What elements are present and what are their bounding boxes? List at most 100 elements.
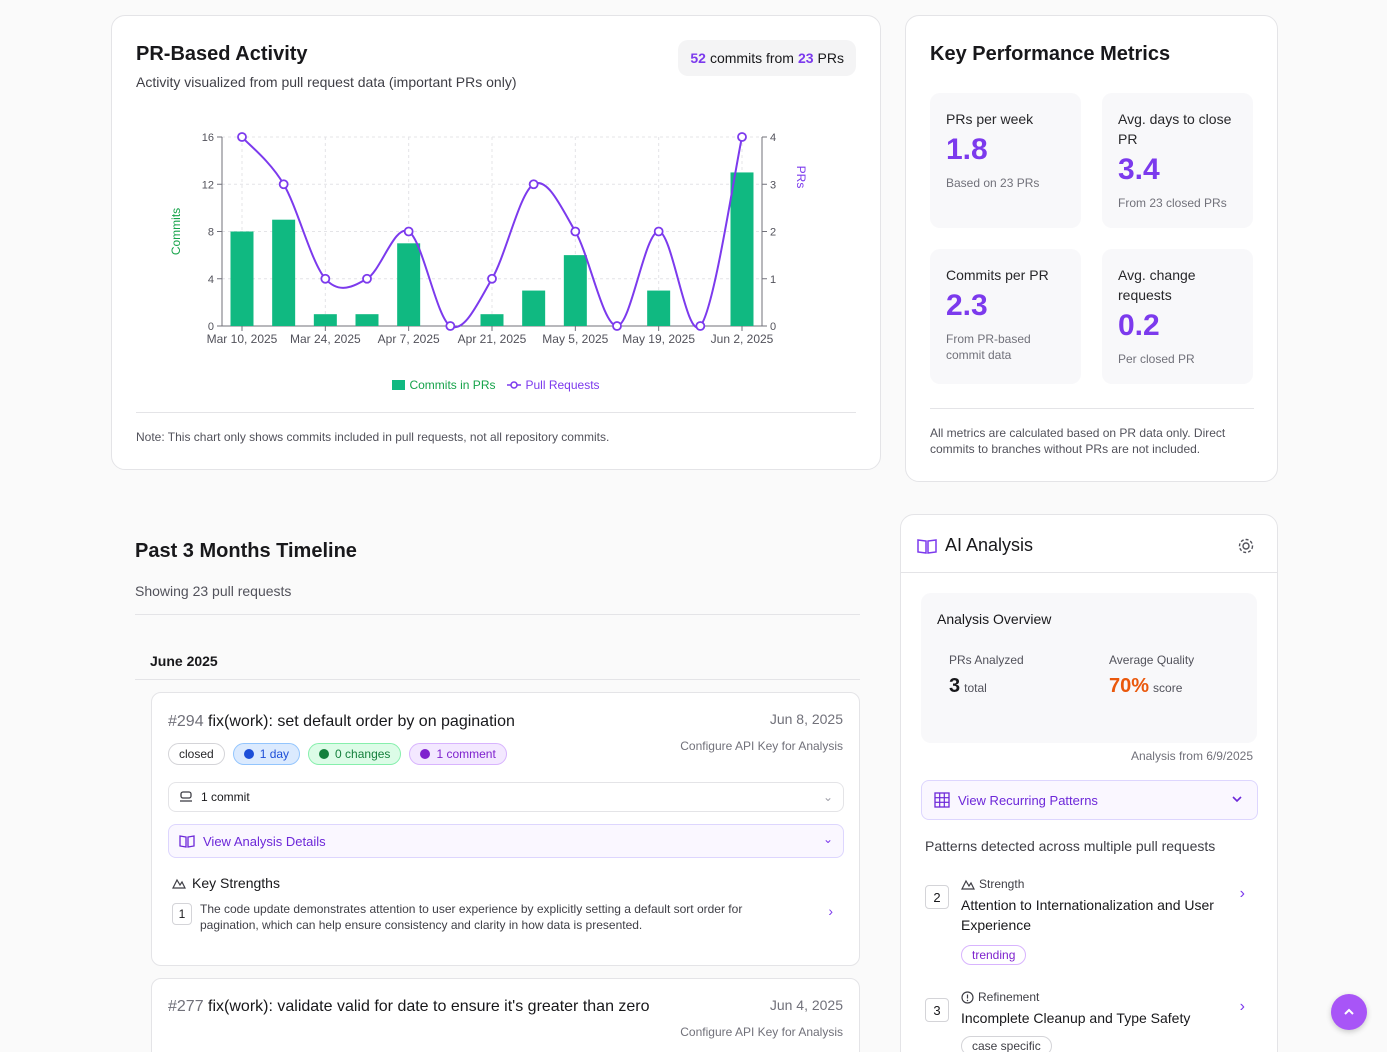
metric-avg-change-requests: Avg. change requests 0.2 Per closed PR — [1102, 249, 1253, 384]
chevron-down-icon: ⌄ — [822, 790, 833, 804]
metrics-title: Key Performance Metrics — [930, 43, 1171, 65]
y2-tick-label: 0 — [770, 321, 776, 333]
pr-point — [362, 273, 372, 284]
pr-date: Jun 4, 2025 — [769, 997, 843, 1013]
bar — [563, 255, 587, 326]
pattern-type: Refinement — [961, 990, 1039, 1004]
avg-quality-unit: score — [1153, 681, 1183, 695]
mountain-icon — [961, 879, 975, 890]
ai-analysis-title: AI Analysis — [945, 535, 1034, 555]
recurring-label: View Recurring Patterns — [958, 792, 1098, 808]
commits-from-label: commits from — [709, 50, 794, 66]
pattern-number: 3 — [925, 998, 949, 1022]
bar — [480, 314, 504, 326]
commits-dropdown[interactable]: 1 commit ⌄ — [168, 782, 844, 812]
pattern-title: Incomplete Cleanup and Type Safety — [961, 1010, 1191, 1026]
pattern-type-label: Refinement — [978, 990, 1040, 1004]
y2-tick-label: 3 — [770, 179, 776, 191]
metric-value: 3.4 — [1118, 153, 1160, 186]
view-recurring-patterns-button[interactable]: View Recurring Patterns — [921, 780, 1258, 820]
x-tick-label: Mar 24, 2025 — [290, 332, 361, 346]
analysis-date: Analysis from 6/9/2025 — [1130, 749, 1253, 763]
chevron-down-icon: ⌄ — [822, 832, 833, 846]
pr-number: #277 — [168, 998, 204, 1015]
pattern-item[interactable]: 2 Strength Attention to Internationaliza… — [925, 877, 1245, 967]
bar — [313, 314, 337, 326]
chart-note: Note: This chart only shows commits incl… — [136, 430, 610, 444]
legend-commits-label: Commits in PRs — [409, 378, 496, 392]
patterns-description: Patterns detected across multiple pull r… — [925, 838, 1216, 854]
ai-analysis-card: AI Analysis Analysis Overview PRs Analyz… — [900, 514, 1278, 1052]
y2-tick-label: 2 — [770, 227, 776, 239]
y2-tick-label: 1 — [770, 274, 776, 286]
chevron-right-icon[interactable]: › — [1239, 885, 1245, 902]
bar — [730, 172, 754, 326]
scroll-to-top-button[interactable] — [1331, 994, 1367, 1030]
x-tick-label: Mar 10, 2025 — [207, 332, 278, 346]
metric-prs-per-week: PRs per week 1.8 Based on 23 PRs — [930, 93, 1081, 228]
clock-icon — [243, 749, 254, 759]
divider — [135, 679, 860, 680]
prs-count: 23 — [797, 50, 814, 66]
pr-title[interactable]: #294 fix(work): set default order by on … — [168, 710, 515, 734]
key-strengths-heading: Key Strengths — [172, 875, 280, 891]
metric-value: 1.8 — [946, 133, 988, 166]
divider — [901, 572, 1277, 573]
pr-point — [653, 226, 664, 237]
pr-point — [612, 321, 622, 331]
commits-summary-badge: 52 commits from 23 PRs — [678, 40, 856, 76]
pattern-type: Strength — [961, 877, 1024, 891]
metric-sub: From 23 closed PRs — [1118, 196, 1227, 210]
timeline-title: Past 3 Months Timeline — [135, 540, 357, 562]
prs-label: PRs — [817, 50, 844, 66]
analysis-overview: Analysis Overview PRs Analyzed 3 total A… — [921, 593, 1257, 743]
y-tick-label: 0 — [208, 321, 214, 333]
status-badge: closed — [168, 743, 225, 765]
legend-prs-label: Pull Requests — [525, 378, 600, 392]
avg-quality-label: Average Quality — [1109, 653, 1195, 667]
timeline-subtitle: Showing 23 pull requests — [135, 583, 292, 599]
pr-point — [570, 226, 581, 237]
y-tick-label: 16 — [202, 132, 214, 144]
metric-avg-days-to-close: Avg. days to close PR 3.4 From 23 closed… — [1102, 93, 1253, 228]
metric-sub: Based on 23 PRs — [946, 176, 1040, 190]
pr-point — [237, 132, 247, 142]
configure-api-key-link[interactable]: Configure API Key for Analysis — [680, 739, 843, 753]
comments-text: 1 comment — [436, 747, 496, 761]
bar — [272, 219, 296, 326]
chevron-right-icon[interactable]: › — [828, 903, 833, 919]
prs-analyzed-label: PRs Analyzed — [949, 653, 1024, 667]
chevron-right-icon[interactable]: › — [1239, 998, 1245, 1015]
metric-label: Avg. days to close PR — [1118, 111, 1232, 147]
pr-point — [737, 132, 747, 142]
pr-card[interactable]: #277 fix(work): validate valid for date … — [151, 978, 860, 1052]
chart-legend: Commits in PRs Pull Requests — [112, 378, 880, 392]
pr-badges: closed 1 day 0 changes 1 comment — [168, 743, 507, 765]
bar — [355, 314, 379, 326]
view-analysis-details-button[interactable]: View Analysis Details ⌄ — [168, 824, 844, 858]
metric-value: 2.3 — [946, 289, 988, 322]
mountain-icon — [172, 878, 186, 889]
timeline-section: Past 3 Months Timeline Showing 23 pull r… — [135, 540, 860, 599]
configure-api-key-link[interactable]: Configure API Key for Analysis — [680, 1025, 843, 1039]
view-analysis-details-label: View Analysis Details — [203, 833, 326, 849]
pattern-item[interactable]: 3 Refinement Incomplete Cleanup and Type… — [925, 990, 1245, 1052]
x-tick-label: May 5, 2025 — [542, 332, 608, 346]
pr-date: Jun 8, 2025 — [769, 711, 843, 727]
divider — [135, 614, 860, 615]
pattern-type-label: Strength — [979, 877, 1025, 891]
comments-badge: 1 comment — [409, 743, 507, 765]
pr-card[interactable]: #294 fix(work): set default order by on … — [151, 692, 860, 966]
y-tick-label: 8 — [208, 227, 214, 239]
legend-commits[interactable]: Commits in PRs — [392, 378, 495, 392]
pattern-tag: case specific — [961, 1036, 1052, 1052]
legend-prs[interactable]: Pull Requests — [507, 378, 600, 392]
pr-point — [403, 226, 414, 237]
alert-circle-icon — [319, 749, 330, 759]
bar — [397, 243, 421, 326]
book-open-icon — [917, 538, 937, 554]
pr-title[interactable]: #277 fix(work): validate valid for date … — [168, 995, 658, 1019]
pr-number: #294 — [168, 713, 204, 730]
gear-icon[interactable] — [1237, 537, 1255, 555]
